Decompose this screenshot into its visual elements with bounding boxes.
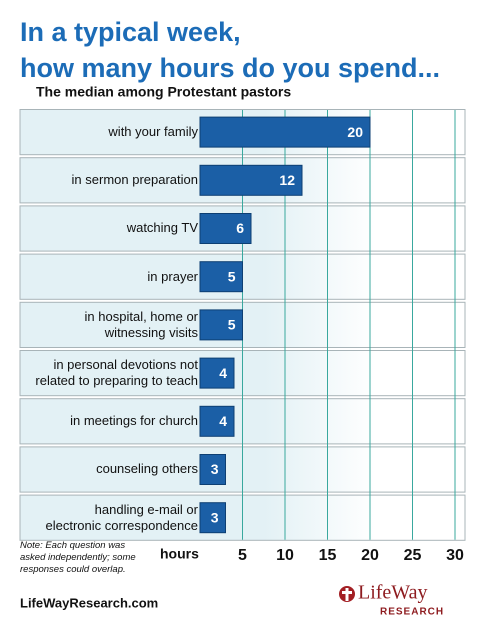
logo-cross: [345, 588, 349, 601]
bar: [199, 164, 303, 196]
bar: [199, 309, 243, 341]
plot: with your family 20 in sermon preparation 1…: [19, 109, 466, 541]
category-label: in prayer: [147, 268, 198, 284]
value-label: 12: [279, 172, 295, 188]
category-box: counseling others: [96, 461, 198, 477]
category-label: counseling others: [96, 461, 198, 477]
category-box: in personal devotions not related to pre…: [35, 357, 198, 389]
title-line: how many hours do you spend...: [20, 53, 440, 83]
x-tick-label: 5: [238, 547, 247, 564]
x-tick-label: 25: [404, 547, 422, 564]
category-label: in sermon preparation: [71, 172, 198, 188]
x-tick-label: 30: [446, 547, 464, 564]
value-label: 5: [228, 268, 236, 284]
bar: [199, 357, 235, 389]
bar: [199, 502, 226, 534]
category-label: in hospital, home or witnessing visits: [84, 308, 198, 340]
subtitle: The median among Protestant pastors: [36, 84, 291, 100]
category-label: in personal devotions not related to pre…: [35, 357, 198, 389]
bar: [199, 213, 252, 244]
note-box: Note: Each question was asked independen…: [20, 540, 136, 575]
logo-cross: [342, 591, 352, 594]
category-box: in meetings for church: [70, 413, 198, 429]
value-label: 5: [228, 317, 236, 333]
x-axis-label: hours: [160, 546, 199, 562]
logo-text: LifeWay: [358, 582, 427, 604]
x-tick-label: 15: [319, 547, 337, 564]
logo: LifeWay RESEARCH: [339, 582, 444, 618]
title-line: In a typical week,: [20, 17, 241, 47]
category-box: in hospital, home or witnessing visits: [84, 308, 198, 340]
x-tick-label: 10: [276, 547, 294, 564]
value-label: 6: [236, 220, 244, 236]
category-box: in sermon preparation: [71, 172, 198, 188]
value-label: 3: [211, 461, 219, 477]
x-tick-label: 20: [361, 547, 379, 564]
category-label: watching TV: [126, 220, 198, 236]
bar: [199, 454, 226, 485]
value-label: 20: [347, 124, 363, 140]
category-label: in meetings for church: [70, 413, 198, 429]
bar: [199, 405, 235, 437]
value-label: 4: [219, 365, 227, 381]
source: LifeWayResearch.com: [20, 595, 158, 610]
category-label: handling e-mail or electronic correspond…: [45, 501, 198, 533]
logo-subtext: RESEARCH: [380, 607, 444, 618]
note: Note: Each question was asked independen…: [20, 540, 136, 575]
bar: [199, 116, 371, 148]
category-label: with your family: [108, 124, 198, 140]
value-label: 4: [219, 413, 227, 429]
category-box: with your family: [108, 124, 198, 140]
value-label: 3: [211, 509, 219, 525]
category-box: handling e-mail or electronic correspond…: [45, 501, 198, 533]
category-box: in prayer: [147, 268, 198, 284]
bar: [199, 261, 243, 293]
category-box: watching TV: [126, 220, 198, 236]
